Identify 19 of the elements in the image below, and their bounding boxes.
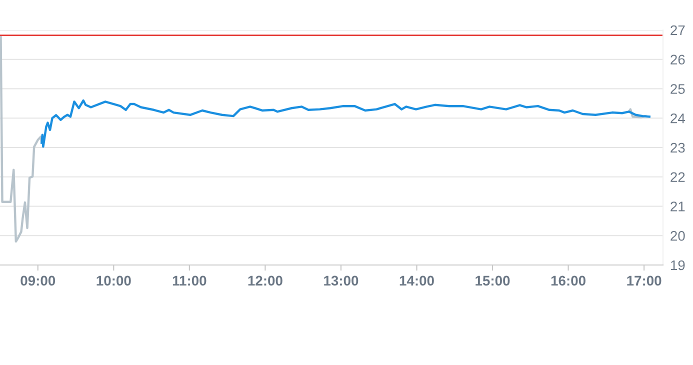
x-tick-label: 13:00: [324, 276, 358, 286]
x-tick-label: 11:00: [172, 276, 206, 286]
y-tick-label: 20: [670, 230, 685, 241]
y-tick-label: 23: [670, 142, 685, 153]
line-series: [40, 99, 650, 148]
x-tick-label: 14:00: [400, 276, 434, 286]
x-tick-label: 17:00: [627, 276, 662, 286]
x-tick-label: 12:00: [248, 276, 282, 286]
y-tick-label: 26: [670, 54, 685, 65]
x-tick-label: 09:00: [20, 276, 56, 286]
x-tick-label: 10:00: [96, 276, 131, 286]
y-tick-label: 24: [670, 113, 685, 124]
y-tick-label: 25: [670, 84, 685, 94]
x-tick-label: 15:00: [476, 276, 510, 286]
y-tick-label: 27: [670, 25, 685, 36]
y-tick-label: 21: [670, 202, 685, 212]
x-tick-label: 16:00: [551, 276, 586, 286]
y-tick-label: 19: [671, 260, 685, 270]
y-tick-label: 22: [670, 172, 685, 182]
